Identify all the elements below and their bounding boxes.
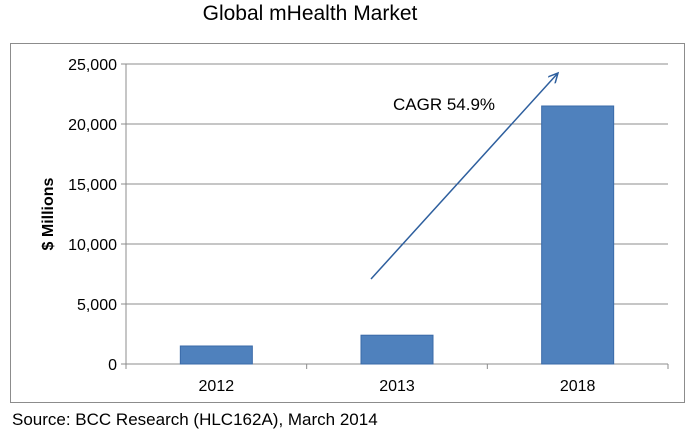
- y-tick-label: 25,000: [68, 57, 117, 74]
- cagr-annotation: CAGR 54.9%: [393, 95, 495, 114]
- x-tick-label: 2013: [379, 378, 415, 395]
- chart-frame: [10, 43, 685, 403]
- y-tick-label: 0: [108, 357, 117, 374]
- cagr-arrow: [370, 73, 558, 280]
- y-tick-label: 10,000: [68, 237, 117, 254]
- x-tick-label: 2018: [560, 378, 596, 395]
- bar-2013: [360, 334, 434, 365]
- bar-2018: [541, 105, 615, 365]
- bar-2012: [179, 345, 253, 365]
- y-axis-title: $ Millions: [40, 177, 57, 250]
- y-tick-label: 15,000: [68, 177, 117, 194]
- y-tick-label: 20,000: [68, 117, 117, 134]
- x-tick-label: 2012: [199, 378, 235, 395]
- chart-title: Global mHealth Market: [202, 2, 418, 25]
- y-tick-label: 5,000: [77, 297, 117, 314]
- source-note: Source: BCC Research (HLC162A), March 20…: [12, 410, 378, 429]
